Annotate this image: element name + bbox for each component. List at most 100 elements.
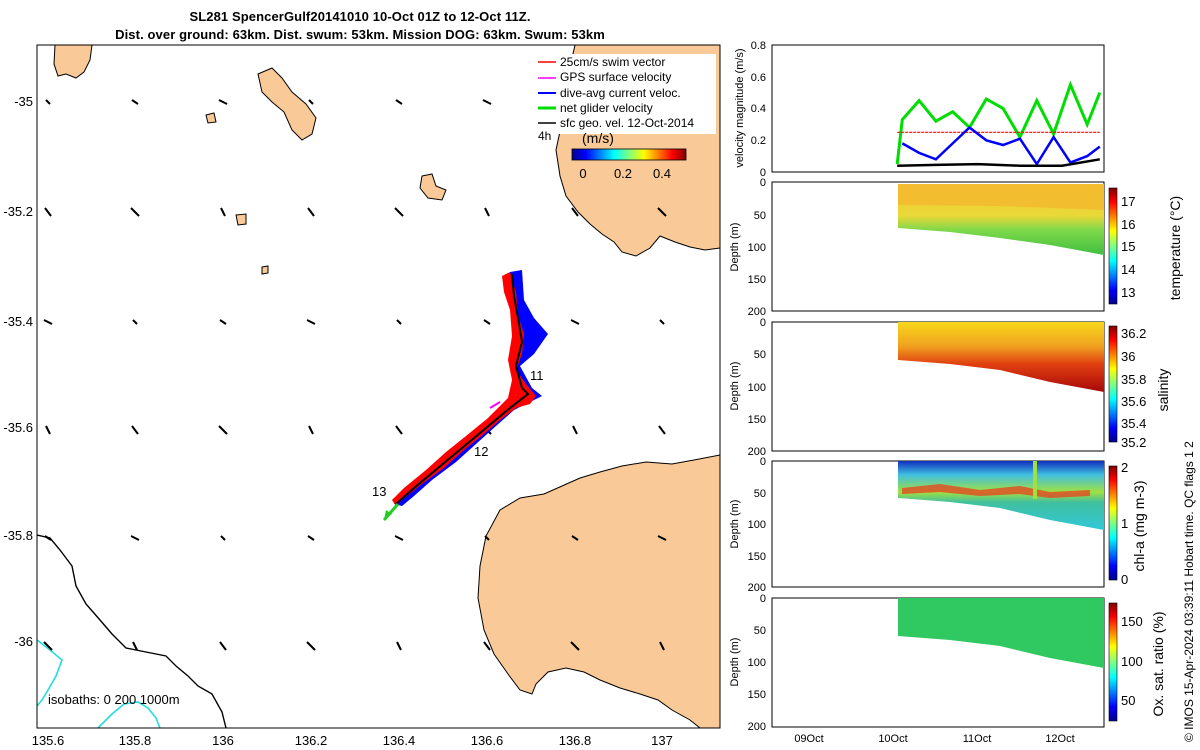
island	[235, 213, 247, 226]
depth-tick: 50	[754, 625, 766, 637]
depth-tick: 150	[748, 551, 766, 563]
geo-velocity-arrow	[308, 99, 314, 105]
island	[419, 173, 447, 201]
map-y-tick-label: -35.4	[3, 314, 33, 329]
salinity-c-tick: 36.2	[1121, 326, 1146, 341]
legend-label: GPS surface velocity	[560, 70, 671, 84]
velocity-series-line	[897, 158, 1101, 167]
gps-surface-velocity-mark	[489, 401, 501, 409]
geo-velocity-arrow	[308, 425, 314, 435]
velocity-y-tick-label: 0.2	[751, 135, 766, 147]
depth-tick: 0	[760, 317, 766, 329]
geo-velocity-arrow	[394, 207, 404, 217]
depth-tick: 0	[760, 456, 766, 468]
depth-tick: 150	[748, 414, 766, 426]
geo-velocity-arrow	[572, 425, 578, 435]
chla-panel: chl-a (mg m-3) 2 1 0 0 50 100 150 200 De…	[729, 456, 1147, 594]
geo-velocity-arrow	[483, 641, 491, 651]
depth-ylabel: Depth (m)	[729, 638, 741, 687]
map-y-tick-label: -35.8	[3, 528, 33, 543]
colorbar-tick: 0.2	[614, 166, 632, 181]
depth-tick: 200	[748, 582, 766, 594]
geo-velocity-arrow	[657, 535, 667, 541]
temperature-c-tick: 14	[1121, 262, 1135, 277]
geo-velocity-arrow	[307, 535, 315, 541]
geo-velocity-arrow	[307, 207, 315, 217]
oxygen-section	[898, 598, 1104, 668]
geo-velocity-arrow	[570, 641, 580, 651]
island	[205, 112, 217, 124]
salinity-c-tick: 35.8	[1121, 372, 1146, 387]
map-x-ticks: 135.6 135.8 136 136.2 136.4 136.6 136.8 …	[32, 733, 673, 748]
time-x-tick-label: 10Oct	[878, 733, 907, 745]
geo-velocity-arrow	[219, 641, 227, 651]
salinity-c-tick: 35.4	[1121, 416, 1146, 431]
temperature-warm-layer	[898, 184, 1104, 210]
temperature-c-tick: 16	[1121, 217, 1135, 232]
day-label: 11	[530, 368, 544, 383]
colorbar-tick: 0	[579, 166, 586, 181]
geo-velocity-arrow	[132, 641, 138, 651]
geo-velocity-arrow	[657, 207, 667, 217]
geo-velocity-arrow	[306, 641, 316, 651]
salinity-panel: salinity 36.2 36 35.8 35.6 35.4 35.2 0 5…	[729, 317, 1171, 458]
geo-velocity-arrow	[131, 99, 139, 105]
temperature-panel: temperature (°C) 17 16 15 14 13 0 50 100…	[729, 177, 1183, 318]
geo-velocity-arrow	[44, 207, 52, 217]
geo-velocity-arrow	[219, 319, 227, 325]
temperature-c-tick: 13	[1121, 285, 1135, 300]
day-label: 12	[474, 444, 488, 459]
geo-velocity-arrow	[484, 535, 490, 541]
geo-velocity-arrow	[132, 319, 138, 325]
island	[257, 67, 317, 141]
legend-note: 4h	[538, 129, 551, 143]
legend-label: 25cm/s swim vector	[560, 55, 665, 69]
salinity-c-tick: 35.6	[1121, 394, 1146, 409]
map-y-ticks: -35 -35.2 -35.4 -35.6 -35.8 -36	[3, 94, 33, 649]
depth-ylabel: Depth (m)	[729, 500, 741, 549]
island	[53, 45, 93, 79]
depth-tick: 0	[760, 177, 766, 189]
chla-section	[898, 461, 1104, 530]
chart-title-line1: SL281 SpencerGulf20141010 10-Oct 01Z to …	[189, 9, 531, 24]
isobath-1000	[97, 701, 161, 728]
map-x-tick-label: 136.4	[383, 733, 416, 748]
geo-velocity-arrow	[396, 641, 402, 651]
geo-velocity-arrow	[658, 425, 666, 435]
velocity-ylabel: velocity magnitude (m/s)	[734, 48, 746, 167]
chla-clabel: chl-a (mg m-3)	[1131, 480, 1147, 571]
geo-velocity-arrow	[43, 641, 53, 651]
geo-velocity-arrow	[394, 535, 404, 541]
colorbar-unit: (m/s)	[582, 130, 614, 146]
chla-c-tick: 1	[1121, 516, 1128, 531]
legend-label: dive-avg current veloc.	[560, 86, 681, 100]
geo-velocity-arrow	[306, 319, 316, 325]
geo-velocity-arrow	[220, 207, 226, 217]
salinity-c-tick: 36	[1121, 349, 1135, 364]
oxygen-clabel: Ox. sat. ratio (%)	[1150, 611, 1166, 716]
oxygen-c-tick: 150	[1121, 614, 1143, 629]
geo-velocity-arrows	[43, 99, 667, 651]
map-y-tick-label: -35	[14, 94, 33, 109]
depth-tick: 200	[748, 446, 766, 458]
map-frame	[36, 44, 721, 729]
geo-velocity-arrow	[44, 535, 52, 541]
island	[261, 265, 269, 275]
time-x-ticks: 09Oct 10Oct 11Oct 12Oct	[794, 733, 1074, 745]
geo-velocity-arrow	[484, 207, 490, 217]
velocity-y-tick-label: 0.6	[751, 72, 766, 84]
salinity-clabel: salinity	[1155, 369, 1171, 412]
depth-tick: 50	[754, 349, 766, 361]
isobath-200	[37, 534, 227, 728]
map-y-tick-label: -35.2	[3, 204, 33, 219]
geo-velocity-arrow	[396, 319, 402, 325]
depth-tick: 100	[748, 657, 766, 669]
velocity-axes	[771, 44, 1105, 173]
depth-tick: 150	[748, 274, 766, 286]
chla-c-tick: 0	[1121, 572, 1128, 587]
geo-velocity-arrow	[218, 425, 228, 435]
oxygen-colorbar	[1108, 602, 1118, 722]
depth-tick: 100	[748, 519, 766, 531]
time-x-tick-label: 12Oct	[1045, 733, 1074, 745]
